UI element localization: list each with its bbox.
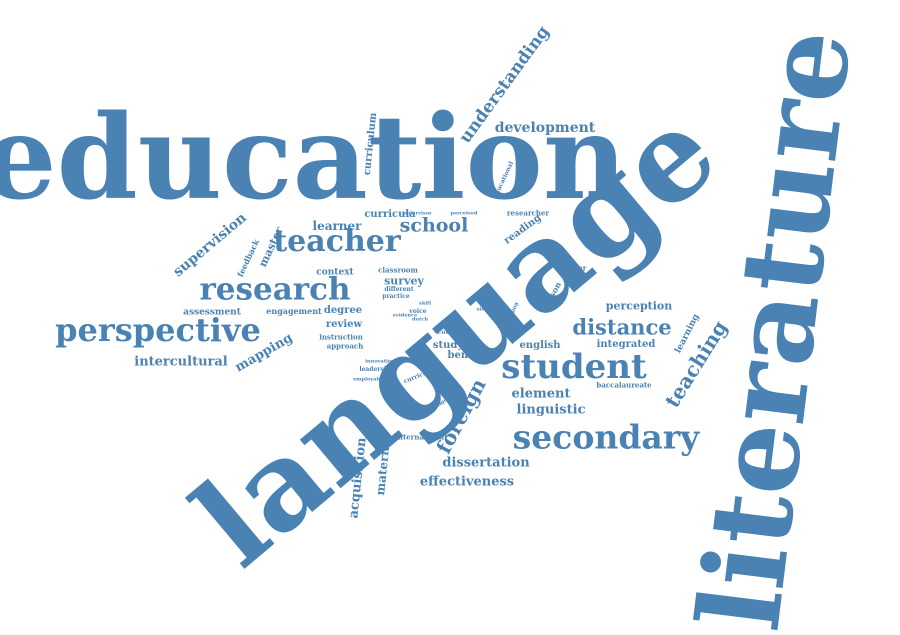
word-research: research [199,275,350,306]
word-review: review [326,320,362,330]
word-english: english [519,341,560,351]
word-evidence: evidence [393,314,418,319]
word-benefit: benefit [448,351,487,361]
word-perceived: perceived [450,212,477,217]
word-distance: distance [572,317,671,338]
word-assessment: assessment [183,309,241,318]
word-perception: perception [606,301,672,312]
word-engagement: engagement [266,307,321,315]
word-employability: employability [353,378,391,383]
word-integrated: integrated [597,340,656,350]
word-survey: survey [384,276,424,287]
word-intercultural: intercultural [134,356,228,369]
word-supervisor: supervisor [402,212,431,217]
word-practice: practice [382,294,409,300]
word-perspective: perspective [55,314,261,346]
word-skill: skill [419,302,431,307]
word-classroom: classroom [378,267,418,274]
word-approach: approach [327,343,364,350]
word-writing: writing [440,322,464,328]
word-leadership: leadership [359,367,394,373]
word-stories: stories [477,308,496,313]
word-effectiveness: effectiveness [420,476,514,489]
word-degree: degree [324,306,362,316]
word-learner: learner [313,220,362,232]
word-linguistic: linguistic [517,404,586,417]
word-secondary: secondary [513,421,700,454]
word-innovation: innovation [365,360,395,365]
word-international: international [395,434,447,441]
word-researcher: researcher [507,210,549,217]
word-element: element [512,388,571,401]
word-factor: factor [472,298,489,303]
word-instruction: instruction [319,334,363,341]
word-countrie: countrie [438,330,466,336]
word-development: development [495,121,596,135]
word-student: student [501,350,646,384]
word-baccalaureate: baccalaureate [596,382,651,389]
word-dissertation: dissertation [442,457,529,470]
word-speaker: speaker [556,265,587,272]
word-context: context [316,269,353,278]
